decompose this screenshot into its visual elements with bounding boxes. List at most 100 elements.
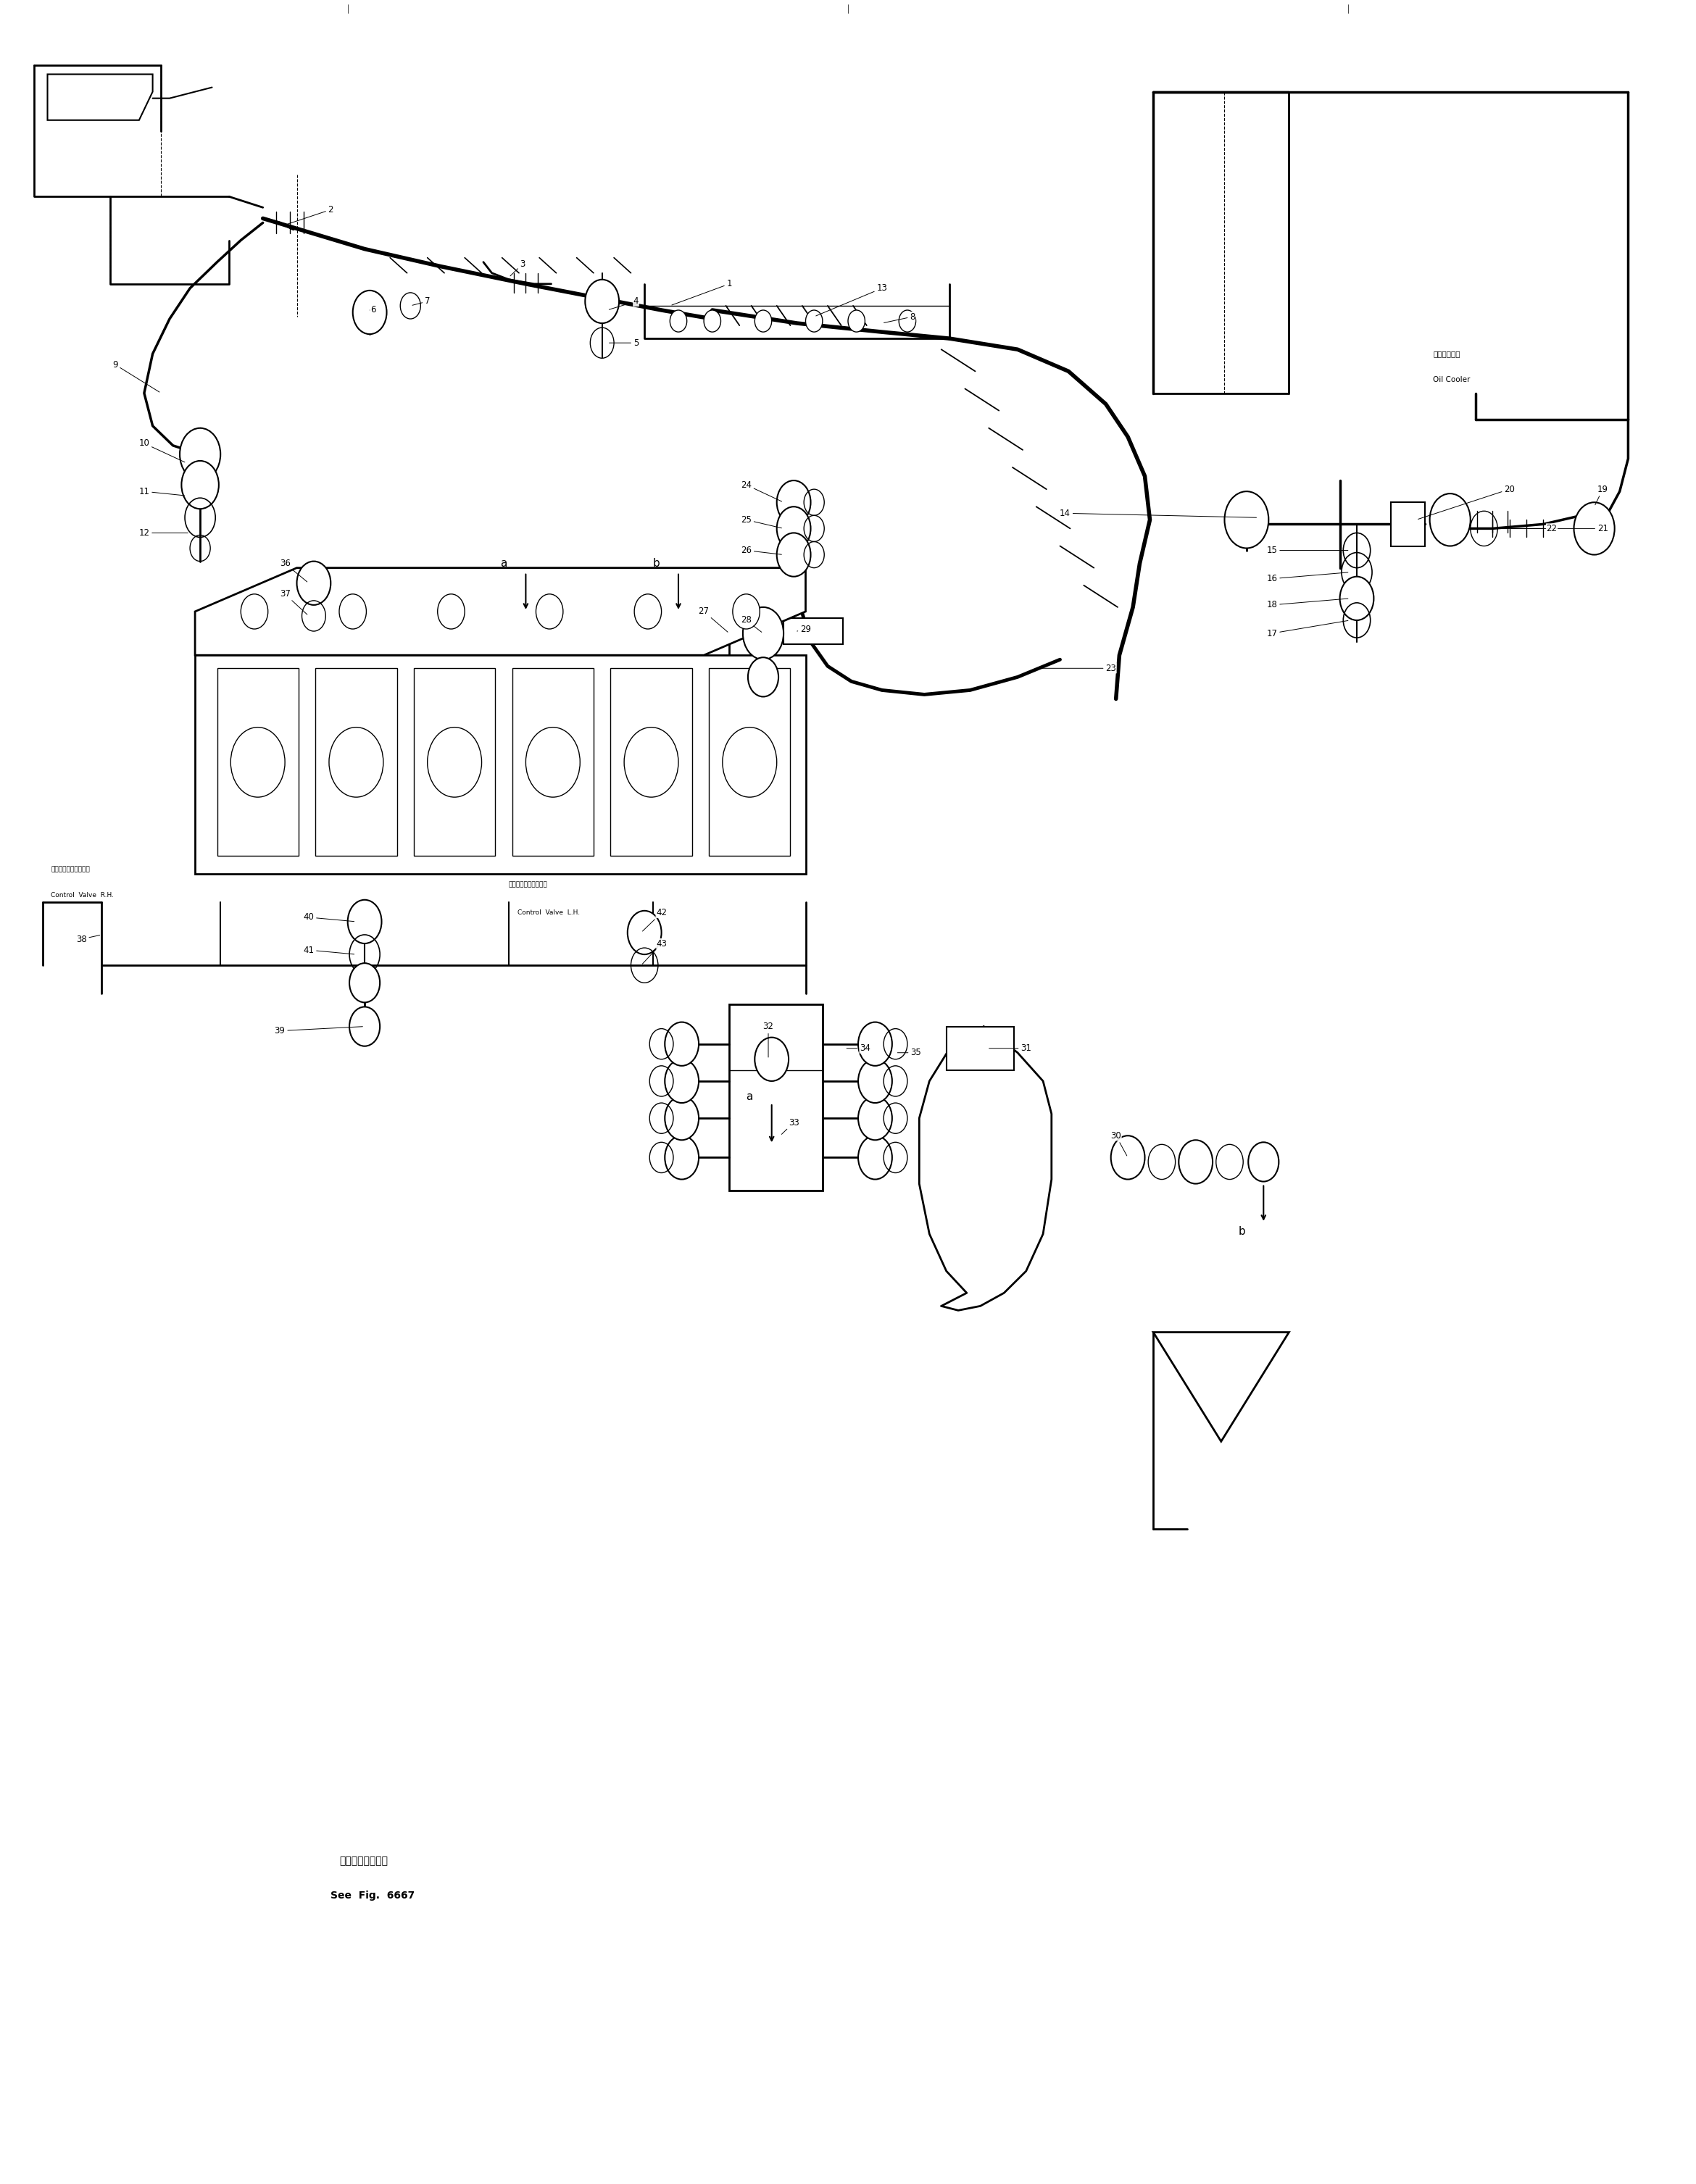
Text: 42: 42 <box>643 909 667 930</box>
Text: 25: 25 <box>741 515 782 529</box>
Circle shape <box>848 310 865 332</box>
Circle shape <box>438 594 465 629</box>
Text: 14: 14 <box>1060 509 1257 518</box>
Circle shape <box>349 963 380 1002</box>
Text: 16: 16 <box>1267 572 1348 583</box>
Circle shape <box>536 594 563 629</box>
Text: 22: 22 <box>1486 524 1557 533</box>
Text: a: a <box>746 1092 753 1101</box>
Text: 11: 11 <box>139 487 185 496</box>
Circle shape <box>704 310 721 332</box>
Circle shape <box>181 461 219 509</box>
Text: 30: 30 <box>1111 1131 1126 1155</box>
Text: 12: 12 <box>139 529 188 537</box>
Circle shape <box>665 1096 699 1140</box>
Text: 5: 5 <box>609 339 639 347</box>
Text: 31: 31 <box>989 1044 1031 1053</box>
Circle shape <box>858 1096 892 1140</box>
Text: 24: 24 <box>741 480 782 502</box>
Text: 8: 8 <box>884 312 916 323</box>
Polygon shape <box>1153 1332 1289 1441</box>
Text: See  Fig.  6667: See Fig. 6667 <box>331 1891 416 1900</box>
Text: 39: 39 <box>275 1026 363 1035</box>
Circle shape <box>329 727 383 797</box>
Text: 21: 21 <box>1511 524 1608 533</box>
Text: 34: 34 <box>846 1044 870 1053</box>
Circle shape <box>231 727 285 797</box>
Circle shape <box>297 561 331 605</box>
Circle shape <box>899 310 916 332</box>
Circle shape <box>777 533 811 577</box>
Circle shape <box>748 657 778 697</box>
Circle shape <box>806 310 823 332</box>
Bar <box>709 668 790 856</box>
Circle shape <box>743 607 784 660</box>
Text: 36: 36 <box>280 559 307 581</box>
Text: 18: 18 <box>1267 598 1348 609</box>
Text: Oil Cooler: Oil Cooler <box>1433 376 1470 384</box>
Bar <box>195 655 806 874</box>
Bar <box>217 668 298 856</box>
Text: 40: 40 <box>304 913 354 922</box>
Polygon shape <box>195 568 806 655</box>
Circle shape <box>634 594 661 629</box>
Circle shape <box>585 280 619 323</box>
Text: 第６６６７図参照: 第６６６７図参照 <box>339 1856 388 1865</box>
Text: 7: 7 <box>412 297 431 306</box>
Circle shape <box>1574 502 1615 555</box>
Text: 32: 32 <box>763 1022 773 1057</box>
Circle shape <box>180 428 220 480</box>
Circle shape <box>665 1136 699 1179</box>
Circle shape <box>348 900 382 943</box>
Circle shape <box>670 310 687 332</box>
Circle shape <box>777 480 811 524</box>
Circle shape <box>1225 491 1269 548</box>
Text: 15: 15 <box>1267 546 1348 555</box>
Text: Control  Valve  R.H.: Control Valve R.H. <box>51 893 114 898</box>
Text: 20: 20 <box>1418 485 1515 520</box>
Text: 6: 6 <box>370 306 377 314</box>
Circle shape <box>628 911 661 954</box>
Circle shape <box>1248 1142 1279 1182</box>
Circle shape <box>349 1007 380 1046</box>
Text: オイルクーラ: オイルクーラ <box>1433 349 1460 358</box>
Text: b: b <box>653 559 660 568</box>
Circle shape <box>1179 1140 1213 1184</box>
Text: 3: 3 <box>510 260 526 275</box>
Circle shape <box>858 1059 892 1103</box>
Bar <box>512 668 594 856</box>
Text: 4: 4 <box>609 297 639 310</box>
Text: Control  Valve  L.H.: Control Valve L.H. <box>517 911 580 915</box>
Bar <box>946 1026 1014 1070</box>
Text: 38: 38 <box>76 935 100 943</box>
Text: 27: 27 <box>699 607 728 631</box>
Circle shape <box>755 310 772 332</box>
Text: 2: 2 <box>287 205 334 225</box>
Circle shape <box>339 594 366 629</box>
Text: 1: 1 <box>672 280 733 306</box>
Bar <box>414 668 495 856</box>
Circle shape <box>1111 1136 1145 1179</box>
Text: 37: 37 <box>280 590 307 614</box>
Circle shape <box>665 1022 699 1066</box>
Text: 35: 35 <box>897 1048 921 1057</box>
Bar <box>611 668 692 856</box>
Circle shape <box>858 1022 892 1066</box>
Circle shape <box>733 594 760 629</box>
Circle shape <box>241 594 268 629</box>
Polygon shape <box>1391 502 1425 546</box>
Text: コントロールバルブ左: コントロールバルブ左 <box>509 882 548 887</box>
Bar <box>729 1005 823 1190</box>
Circle shape <box>1340 577 1374 620</box>
Circle shape <box>427 727 482 797</box>
Text: 9: 9 <box>112 360 159 393</box>
Text: b: b <box>1238 1227 1245 1236</box>
Text: 28: 28 <box>741 616 762 631</box>
Text: 23: 23 <box>1036 664 1116 673</box>
Bar <box>784 618 843 644</box>
Text: 43: 43 <box>643 939 667 963</box>
Circle shape <box>526 727 580 797</box>
Circle shape <box>722 727 777 797</box>
Text: 13: 13 <box>816 284 887 317</box>
Text: 26: 26 <box>741 546 782 555</box>
